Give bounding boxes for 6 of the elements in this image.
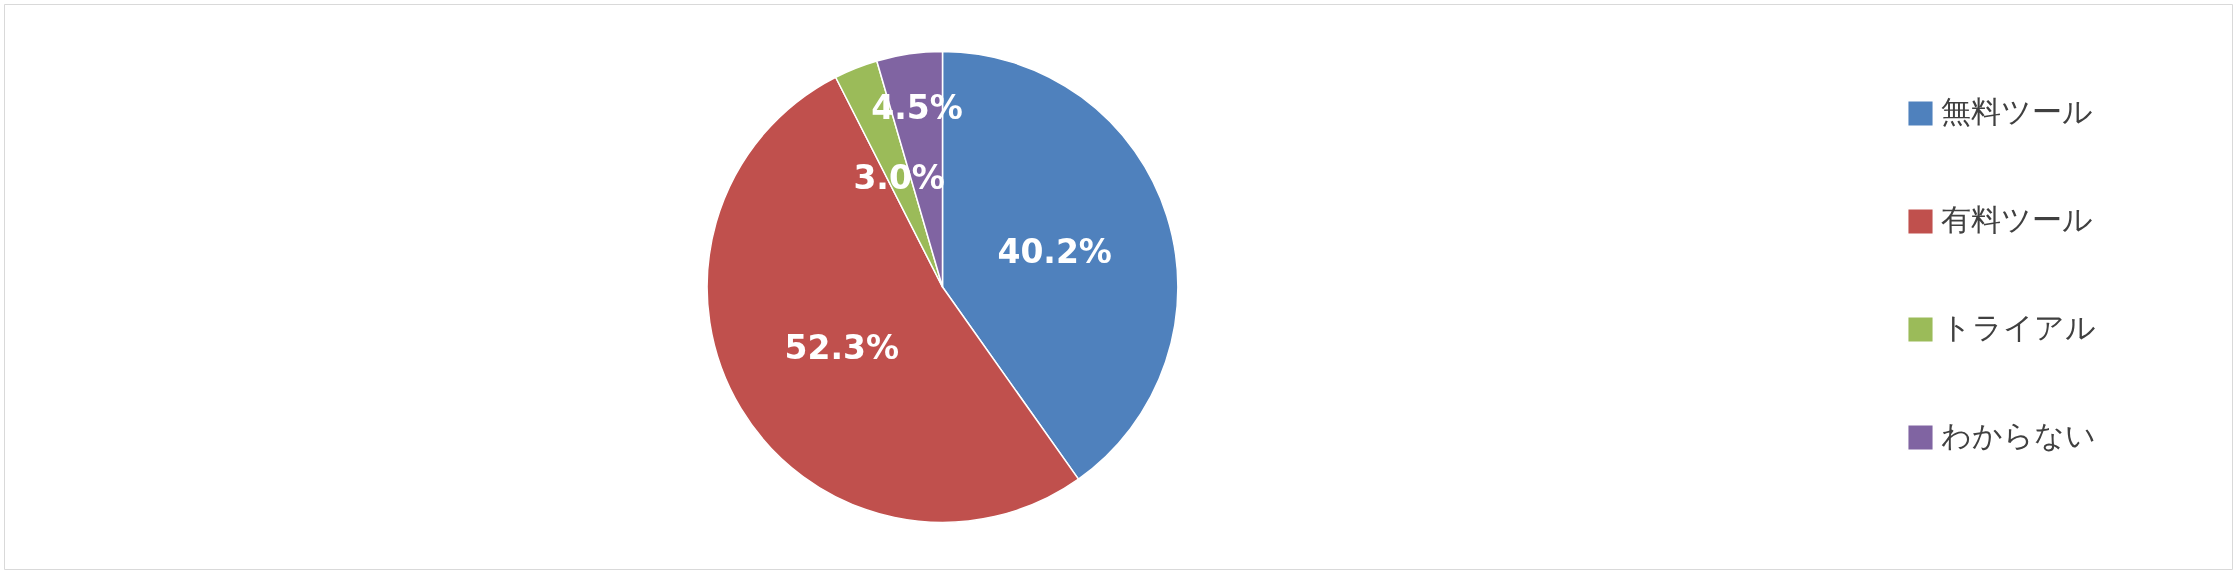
legend-label: トライアル	[1941, 309, 2096, 347]
legend-label: わからない	[1941, 417, 2096, 455]
legend-label: 無料ツール	[1941, 93, 2093, 131]
legend-label: 有料ツール	[1941, 201, 2093, 239]
data-label: 40.2%	[997, 231, 1112, 271]
data-label: 52.3%	[784, 328, 900, 368]
